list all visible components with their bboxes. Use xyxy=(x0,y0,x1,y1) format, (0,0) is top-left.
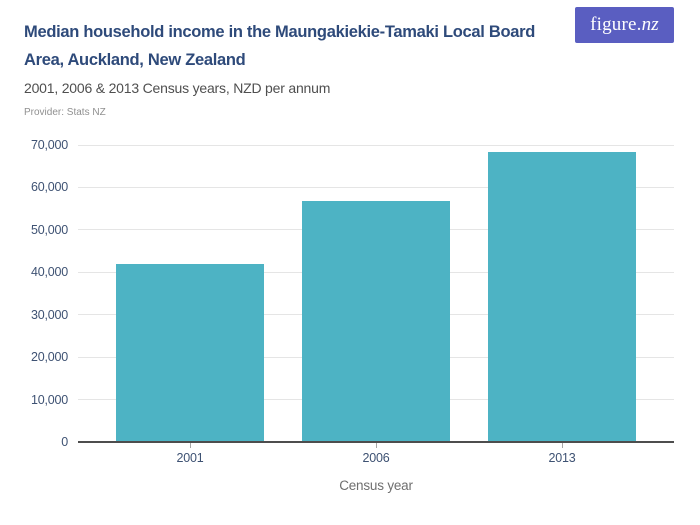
y-axis-tick-label: 10,000 xyxy=(30,392,68,407)
x-axis-tick xyxy=(189,443,191,448)
bar-2001[interactable] xyxy=(116,264,264,442)
x-axis-tick xyxy=(561,443,563,448)
x-axis-tick-label: 2006 xyxy=(362,451,390,465)
figure-nz-logo[interactable]: figure.nz xyxy=(575,7,674,43)
bar-2013[interactable] xyxy=(488,152,636,442)
gridline xyxy=(78,144,674,146)
logo-text-main: figure. xyxy=(590,14,642,35)
provider-label: Provider: Stats NZ xyxy=(24,107,106,118)
y-axis-tick-label: 0 xyxy=(61,435,68,449)
y-axis-tick-label: 60,000 xyxy=(30,180,68,195)
x-axis-tick xyxy=(375,443,377,448)
y-axis-tick-label: 50,000 xyxy=(30,222,68,237)
x-axis-tick-label: 2001 xyxy=(176,451,204,465)
logo-text-suffix: nz xyxy=(641,14,659,35)
y-axis-tick-label: 30,000 xyxy=(30,307,68,322)
gridline xyxy=(78,186,674,188)
x-axis-title: Census year xyxy=(339,478,413,493)
bar-2006[interactable] xyxy=(302,200,450,442)
chart-title: Median household income in the Maungakie… xyxy=(24,23,536,69)
y-axis-tick-label: 70,000 xyxy=(30,138,68,152)
x-axis-line xyxy=(78,441,674,443)
y-axis-tick-label: 20,000 xyxy=(30,350,68,365)
y-axis-tick-label: 40,000 xyxy=(30,265,68,280)
chart-subtitle: 2001, 2006 & 2013 Census years, NZD per … xyxy=(24,80,331,96)
figure-nz-logo-text: figure.nz xyxy=(590,14,659,36)
x-axis-tick-label: 2013 xyxy=(548,451,576,465)
